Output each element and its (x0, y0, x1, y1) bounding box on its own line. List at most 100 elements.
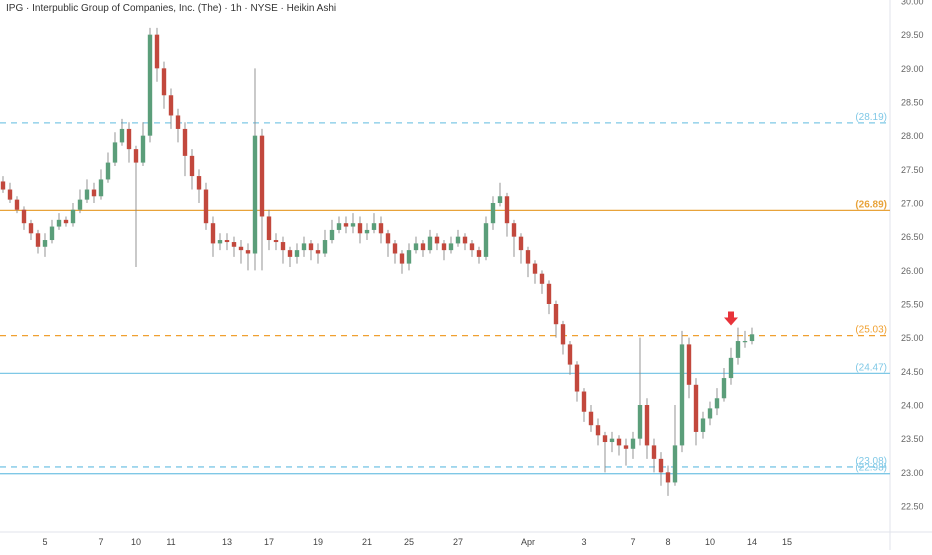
candle-body (511, 223, 517, 237)
y-tick-label: 22.50 (901, 502, 924, 512)
candle-body (714, 398, 720, 409)
candle-body (315, 250, 321, 254)
candle-body (266, 216, 272, 241)
candle-body (126, 128, 132, 150)
y-tick-label: 24.00 (901, 401, 924, 411)
candle-body (147, 34, 153, 136)
y-tick-label: 24.50 (901, 367, 924, 377)
candle-body (546, 283, 552, 304)
x-tick-label: 3 (581, 537, 586, 547)
candle-body (602, 435, 608, 443)
candle-body (357, 223, 363, 234)
x-tick-label: 13 (222, 537, 232, 547)
candle-body (252, 135, 258, 254)
candle-body (483, 223, 489, 257)
y-tick-label: 25.00 (901, 333, 924, 343)
down-arrow-icon (724, 311, 738, 326)
candle-body (686, 344, 692, 385)
candle-body (196, 176, 202, 190)
candle-body (378, 223, 384, 234)
candle-body (539, 273, 545, 284)
candle-body (693, 384, 699, 432)
candle-body (350, 223, 356, 227)
candle-body (287, 250, 293, 257)
candle-body (644, 405, 650, 446)
candle-body (721, 378, 727, 399)
candle-body (399, 253, 405, 264)
candle-body (224, 240, 230, 243)
candle-body (504, 196, 510, 224)
candle-body (329, 229, 335, 241)
candle-body (238, 246, 244, 251)
candle-body (91, 189, 97, 197)
candle-body (749, 334, 755, 342)
x-tick-label: 17 (264, 537, 274, 547)
candle-body (49, 226, 55, 241)
candle-body (672, 445, 678, 483)
candle-body (7, 189, 13, 200)
y-tick-label: 29.50 (901, 30, 924, 40)
candle-body (595, 425, 601, 436)
level-label: (22.98) (855, 463, 887, 474)
candle-body (434, 236, 440, 244)
level-label: (25.03) (855, 325, 887, 336)
candle-body (301, 243, 307, 251)
candle-body (441, 243, 447, 251)
y-tick-label: 29.00 (901, 64, 924, 74)
candle-body (42, 240, 48, 247)
candle-body (497, 196, 503, 203)
x-tick-label: 19 (313, 537, 323, 547)
candle-body (217, 240, 223, 244)
x-tick-label: 11 (166, 537, 175, 547)
candle-body (679, 344, 685, 446)
candle-body (322, 240, 328, 254)
x-tick-label: Apr (521, 537, 535, 547)
candle-body (21, 209, 27, 224)
candle-body (245, 250, 251, 254)
candle-body (84, 189, 90, 200)
candle-body (525, 250, 531, 264)
candle-body (364, 229, 370, 234)
candle-body (742, 341, 748, 343)
candle-body (735, 341, 741, 358)
candle-body (77, 199, 83, 210)
candle-body (707, 408, 713, 419)
candle-body (112, 142, 118, 163)
candle-body (294, 250, 300, 257)
y-tick-label: 27.00 (901, 199, 924, 209)
candle-body (175, 115, 181, 129)
candle-body (28, 223, 34, 234)
candle-body (98, 179, 104, 197)
candle-body (70, 209, 76, 224)
candle-body (161, 68, 167, 96)
candle-body (182, 128, 188, 156)
y-tick-label: 28.50 (901, 98, 924, 108)
x-tick-label: 14 (747, 537, 757, 547)
y-tick-label: 26.00 (901, 266, 924, 276)
x-tick-label: 10 (705, 537, 715, 547)
x-tick-label: 15 (782, 537, 792, 547)
level-label: (23.08) (855, 456, 887, 467)
candle-body (700, 418, 706, 432)
y-tick-label: 25.50 (901, 300, 924, 310)
candle-body (203, 189, 209, 224)
level-label: (26.89) (855, 199, 887, 210)
x-tick-label: 21 (362, 537, 372, 547)
x-tick-label: 10 (131, 537, 141, 547)
candle-body (140, 135, 146, 163)
candle-body (0, 181, 6, 190)
y-tick-label: 30.00 (901, 0, 924, 7)
candle-body (231, 242, 237, 247)
candle-body (154, 34, 160, 69)
candle-body (280, 242, 286, 251)
candle-body (35, 233, 41, 247)
x-tick-label: 8 (665, 537, 670, 547)
candle-body (658, 458, 664, 473)
candle-body (518, 236, 524, 251)
x-tick-label: 27 (453, 537, 463, 547)
candle-body (532, 263, 538, 274)
candle-body (14, 199, 20, 210)
candle-body (616, 438, 622, 446)
